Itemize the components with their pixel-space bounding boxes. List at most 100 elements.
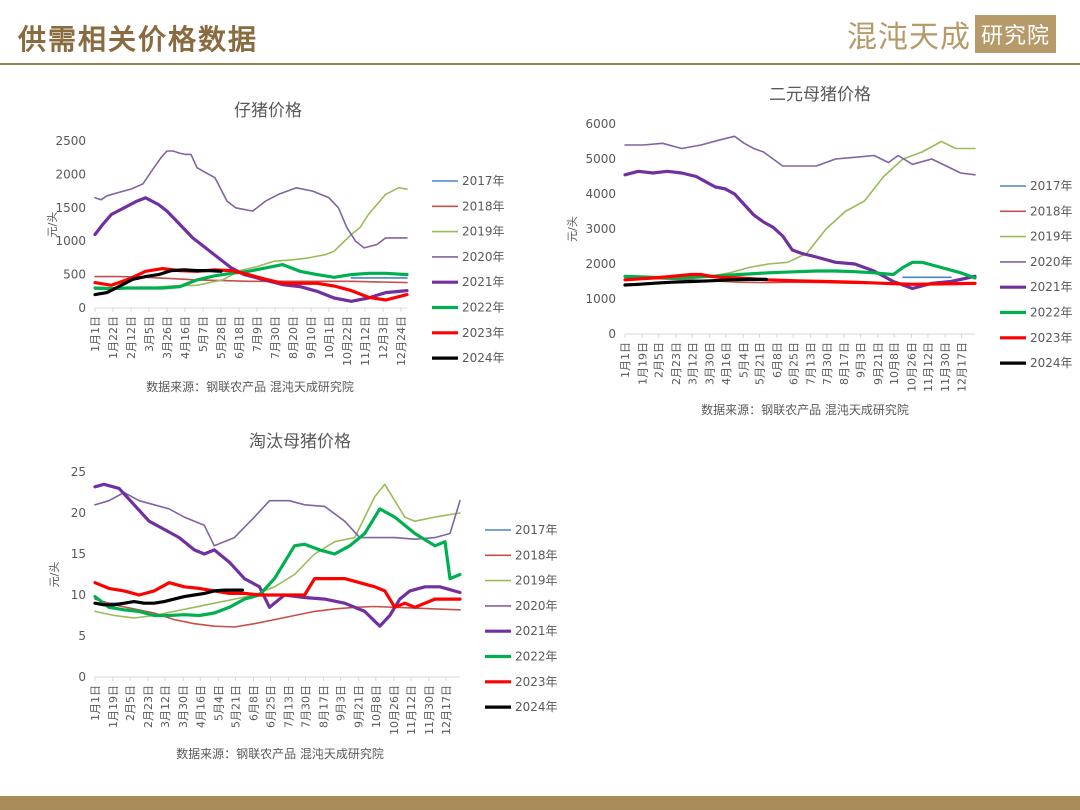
y-tick-label: 0: [78, 301, 86, 315]
y-tick-label: 6000: [585, 117, 616, 131]
x-tick-label: 10月1日: [323, 316, 336, 359]
x-tick-label: 1月1日: [89, 685, 102, 721]
legend-label: 2018年: [515, 548, 558, 562]
x-tick-label: 4月16日: [720, 342, 733, 385]
x-tick-label: 9月3日: [335, 685, 348, 721]
x-tick-label: 9月21日: [353, 685, 366, 728]
x-tick-label: 12月24日: [395, 316, 408, 366]
legend-label: 2021年: [1030, 280, 1073, 294]
legend-label: 2022年: [1030, 306, 1073, 320]
legend-label: 2023年: [462, 326, 505, 340]
x-tick-label: 11月30日: [939, 342, 952, 392]
x-tick-label: 4月16日: [179, 316, 192, 359]
x-tick-label: 12月17日: [440, 685, 453, 735]
y-tick-label: 0: [78, 670, 86, 684]
x-tick-label: 2月5日: [653, 342, 666, 378]
x-tick-label: 11月12日: [359, 316, 372, 366]
y-tick-label: 0: [608, 327, 616, 341]
x-tick-label: 7月30日: [269, 316, 282, 359]
x-tick-label: 2月23日: [142, 685, 155, 728]
legend-label: 2019年: [462, 225, 505, 239]
x-tick-label: 10月8日: [888, 342, 901, 385]
x-tick-label: 7月9日: [251, 316, 264, 352]
x-tick-label: 8月17日: [318, 685, 331, 728]
chart-title: 仔猪价格: [234, 101, 302, 121]
binary-sow-price-chart: 二元母猪价格 0 1000 2000 3000 4000 5000 6000 元/头 1月1日 1月…: [566, 85, 1073, 417]
x-tick-label: 1月1日: [89, 316, 102, 352]
y-tick-label: 2500: [55, 134, 86, 148]
y-axis-label: 元/头: [566, 216, 579, 242]
x-tick-label: 3月5日: [143, 316, 156, 352]
y-tick-label: 25: [71, 465, 86, 479]
source-note: 数据来源：钢联农产品 混沌天成研究院: [701, 402, 909, 417]
series-line-2023: [93, 577, 462, 609]
x-tick-label: 7月30日: [821, 342, 834, 385]
legend-label: 2020年: [515, 599, 558, 613]
chart-title: 淘汰母猪价格: [249, 432, 351, 452]
x-tick-label: 8月17日: [838, 342, 851, 385]
series-line-2020: [94, 150, 408, 249]
legend-label: 2021年: [462, 275, 505, 289]
legend-label: 2024年: [462, 351, 505, 365]
series-line-2021: [93, 482, 462, 628]
x-tick-label: 6月25日: [264, 685, 277, 728]
legend-label: 2021年: [515, 624, 558, 638]
x-tick-label: 10月8日: [370, 685, 383, 728]
series-line-2024: [93, 268, 223, 297]
x-tick-label: 6月8日: [771, 342, 784, 378]
legend-label: 2022年: [462, 301, 505, 315]
y-tick-label: 5: [78, 629, 86, 643]
x-tick-label: 1月19日: [107, 685, 120, 728]
brand-name: 混沌天成: [846, 20, 971, 55]
series-line-2023: [93, 267, 409, 302]
x-tick-label: 10月22日: [341, 316, 354, 366]
chart-title: 二元母猪价格: [769, 85, 871, 105]
legend-label: 2017年: [1030, 179, 1073, 193]
x-tick-label: 7月13日: [805, 342, 818, 385]
piglet-price-chart: 仔猪价格 0 500 1000 1500 2000 2500 元/头 1月1日 1月22日 2月12…: [46, 101, 505, 394]
legend-label: 2023年: [1030, 331, 1073, 345]
page-header: 供需相关价格数据 混沌天成 研究院: [0, 0, 1080, 66]
series-line-2024: [93, 588, 244, 607]
x-tick-label: 5月21日: [229, 685, 242, 728]
series-line-2020: [624, 135, 976, 176]
footer-bar: [0, 796, 1080, 810]
y-tick-label: 1000: [55, 234, 86, 248]
x-tick-label: 5月7日: [197, 316, 210, 352]
legend-label: 2018年: [1030, 204, 1073, 218]
x-tick-label: 5月21日: [754, 342, 767, 385]
y-tick-label: 10: [71, 588, 86, 602]
y-tick-label: 2000: [585, 257, 616, 271]
legend-label: 2019年: [515, 574, 558, 588]
x-tick-label: 12月3日: [377, 316, 390, 359]
x-tick-label: 3月12日: [159, 685, 172, 728]
legend-label: 2023年: [515, 675, 558, 689]
x-tick-label: 5月4日: [737, 342, 750, 378]
x-tick-label: 10月26日: [388, 685, 401, 735]
y-tick-label: 3000: [585, 222, 616, 236]
y-tick-label: 1500: [55, 201, 86, 215]
x-tick-label: 9月10日: [305, 316, 318, 359]
legend-label: 2017年: [462, 174, 505, 188]
source-note: 数据来源：钢联农产品 混沌天成研究院: [176, 746, 384, 761]
y-tick-label: 2000: [55, 167, 86, 181]
x-tick-label: 9月3日: [855, 342, 868, 378]
legend-label: 2020年: [462, 250, 505, 264]
x-tick-label: 1月1日: [619, 342, 632, 378]
x-tick-label: 12月17日: [956, 342, 969, 392]
legend-label: 2018年: [462, 199, 505, 213]
x-tick-label: 1月19日: [636, 342, 649, 385]
x-tick-label: 10月26日: [906, 342, 919, 392]
y-tick-label: 4000: [585, 187, 616, 201]
y-tick-label: 15: [71, 547, 86, 561]
x-tick-label: 2月5日: [124, 685, 137, 721]
x-tick-label: 7月30日: [300, 685, 313, 728]
series-line-2021: [93, 196, 409, 303]
x-tick-label: 3月12日: [686, 342, 699, 385]
cull-sow-price-chart: 淘汰母猪价格 0 5 10 15 20 25 元/头 1月1日 1月19日 2月5日 2月23日 3月1…: [48, 432, 558, 761]
series-line-2022: [93, 507, 462, 618]
legend-label: 2019年: [1030, 230, 1073, 244]
legend-label: 2024年: [1030, 356, 1073, 370]
x-tick-label: 3月30日: [177, 685, 190, 728]
y-tick-label: 20: [71, 506, 86, 520]
